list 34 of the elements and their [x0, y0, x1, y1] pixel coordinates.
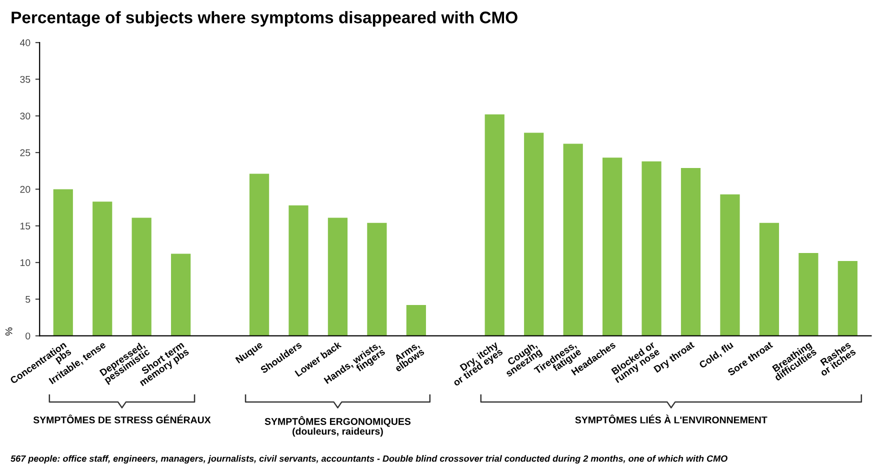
bar [53, 189, 73, 336]
bar [524, 132, 544, 336]
y-tick-label: 20 [20, 186, 30, 193]
y-tick-label: 10 [20, 259, 30, 266]
bar [563, 144, 583, 336]
y-axis-title: % [5, 328, 12, 336]
bar [680, 168, 701, 336]
bar [759, 222, 780, 336]
bar [838, 261, 858, 336]
y-tick-label: 30 [20, 112, 30, 120]
bar [642, 161, 662, 336]
y-tick-label: 25 [20, 149, 30, 156]
chart-title: Percentage of subjects where symptoms disappeared with CMO [12, 11, 518, 27]
bar [328, 218, 348, 336]
bar [720, 194, 740, 336]
bar [249, 174, 270, 336]
y-tick-label: 15 [20, 222, 30, 230]
text: SYMPTÔMES LIÉS À L'ENVIRONNEMENT [575, 414, 768, 424]
y-tick-label: 5 [26, 296, 30, 303]
bar [171, 254, 191, 336]
bar [92, 202, 112, 336]
text: SYMPTÔMES DE STRESS GÉNÉRAUX [33, 414, 211, 424]
bar [406, 305, 426, 336]
y-tick-label: 35 [20, 76, 30, 83]
bar [602, 158, 622, 336]
text: 567 people: office staff, engineers, managers, journalists, civil servants, accountants - Double blind crossover trial conducted during 2 months, one of which with CMO [10, 455, 728, 464]
y-tick-label: 0 [26, 332, 30, 340]
y-tick-label: 40 [20, 39, 30, 46]
bar [484, 114, 504, 336]
bar [132, 218, 152, 336]
bar [367, 222, 387, 336]
text: SYMPTÔMES ERGONOMIQUES (douleurs, raideurs) [264, 416, 411, 437]
bar [798, 252, 818, 336]
bar [288, 205, 308, 336]
